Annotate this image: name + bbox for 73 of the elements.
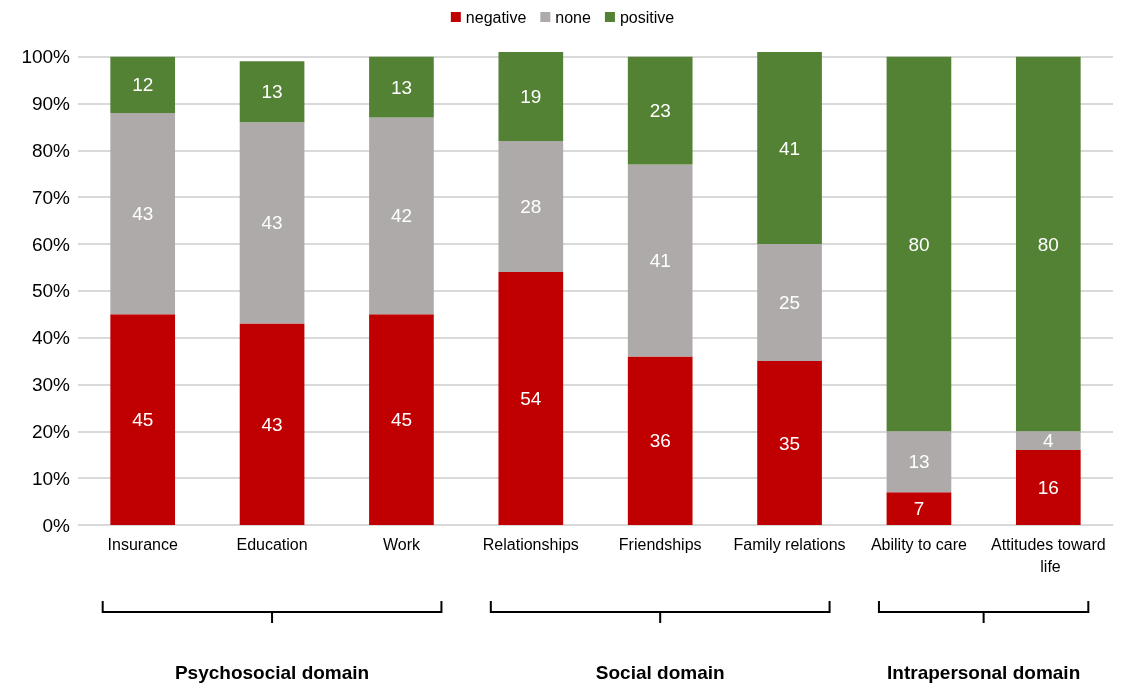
data-label: 42 [390,205,413,227]
legend-label: none [555,8,592,26]
data-label: 45 [390,409,413,431]
text: Psychosocial domain [174,661,370,683]
bar [498,52,564,141]
bar [886,431,952,493]
bar [369,56,434,118]
y-tick-label: 40% [31,327,71,349]
data-label: 12 [132,74,154,96]
bar [627,356,693,525]
data-label: 13 [390,76,413,98]
x-tick-label: Friendships [618,535,702,553]
bar [1015,450,1081,525]
y-tick-label: 20% [31,420,71,442]
bar [1015,431,1081,451]
bar [757,244,822,362]
data-label: 43 [261,413,283,435]
legend-label: negative [465,8,527,26]
bar [886,492,952,525]
y-tick-label: 0% [42,514,71,536]
x-tick-label: Education [236,535,308,553]
text: Intrapersonal domain [887,661,1081,683]
bar [369,117,434,315]
bar [498,140,564,273]
x-tick-label: Work [382,535,421,553]
data-label: 35 [778,432,801,454]
bar [627,164,693,357]
bar [239,122,305,324]
data-label: 16 [1037,477,1059,499]
bar [239,323,305,525]
data-label: 13 [261,81,283,103]
x-tick-label: Attitudes toward life [990,535,1106,575]
x-tick-label: Family relations [733,535,846,553]
bar [498,272,564,525]
y-tick-label: 30% [31,374,71,396]
bar [627,56,693,165]
y-tick-label: 60% [31,233,71,255]
bar [757,361,822,525]
data-label: 41 [778,137,801,159]
y-tick-label: 50% [31,280,71,302]
x-tick-label: Insurance [107,535,178,553]
bar [110,56,176,113]
text: Social domain [595,661,725,683]
data-label: 80 [908,233,930,255]
bar [1015,56,1081,432]
y-tick-label: 100% [21,46,71,68]
data-label: 36 [649,430,671,452]
y-tick-label: 80% [31,139,71,161]
data-label: 41 [649,249,671,271]
bar [886,56,952,432]
data-label: 4 [1043,430,1055,452]
data-label: 13 [908,451,930,473]
bar [369,314,434,525]
y-tick-label: 10% [31,467,71,489]
data-label: 28 [520,196,542,218]
data-label: 25 [778,292,801,314]
bar [110,314,176,525]
x-tick-label: Ability to care [870,535,968,553]
bar [757,52,822,245]
data-label: 23 [649,100,671,122]
bar [110,112,176,315]
y-tick-label: 90% [31,93,71,115]
data-label: 45 [132,409,154,431]
x-tick-label: Relationships [482,535,579,553]
legend-label: positive [619,8,675,26]
data-label: 43 [261,212,283,234]
data-label: 19 [520,85,542,107]
y-tick-label: 70% [31,186,71,208]
data-label: 80 [1037,233,1059,255]
data-label: 54 [520,388,542,410]
data-label: 7 [913,498,925,520]
bar [239,61,305,123]
data-label: 43 [132,203,154,225]
